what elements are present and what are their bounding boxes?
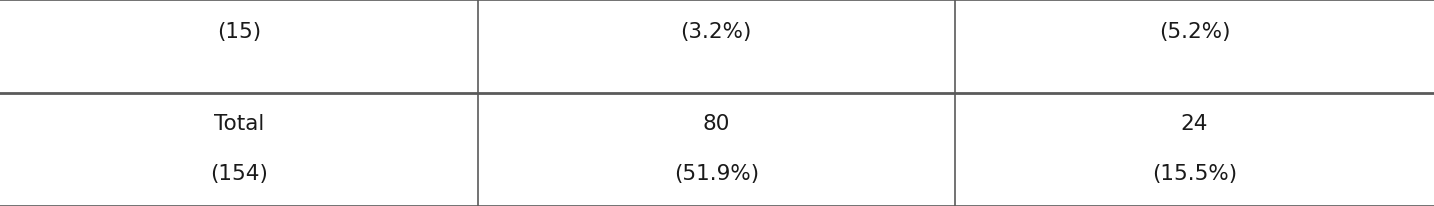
Text: (154): (154) bbox=[209, 164, 268, 184]
Text: 80: 80 bbox=[703, 114, 730, 135]
Text: (15.5%): (15.5%) bbox=[1152, 164, 1238, 184]
Text: Total: Total bbox=[214, 114, 264, 135]
Text: (3.2%): (3.2%) bbox=[681, 22, 751, 42]
Text: (15): (15) bbox=[217, 22, 261, 42]
Text: (51.9%): (51.9%) bbox=[674, 164, 759, 184]
Text: 24: 24 bbox=[1180, 114, 1209, 135]
Text: (5.2%): (5.2%) bbox=[1159, 22, 1230, 42]
